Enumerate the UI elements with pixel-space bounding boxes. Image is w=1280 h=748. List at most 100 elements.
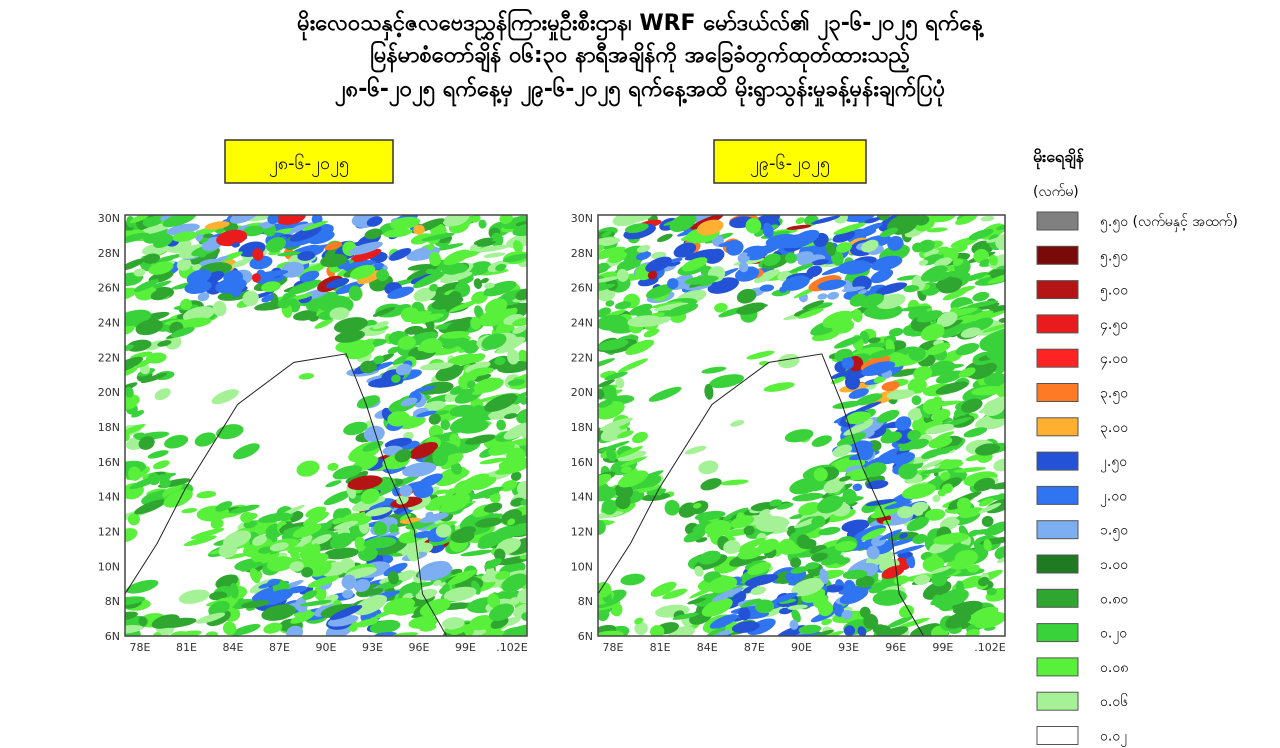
rain-patch [911,501,929,513]
rain-patch [854,222,883,237]
rain-patch [389,216,421,230]
rain-patch [832,400,863,409]
rain-patch [985,420,1005,430]
rain-patch [821,618,833,626]
rain-patch [955,342,980,356]
rain-patch [971,386,1005,396]
rain-patch [413,271,446,289]
rain-patch [605,427,621,436]
rain-patch [916,310,943,323]
rain-patch [931,553,942,568]
rain-patch [907,429,921,441]
rain-patch [231,258,251,268]
map: 30N 28N 26N 24N 22N 20N 18N 16N 14N 12N 10N 8N 6N 78E… [571,212,1006,654]
rain-patch [825,241,836,257]
rain-patch [737,252,750,264]
rain-patch [464,361,491,373]
y-tick-label: 28N [98,247,120,260]
rain-patch [787,604,808,610]
rain-patch [763,382,795,392]
rain-patch [475,517,503,528]
rain-patch [736,288,757,304]
rain-patch [619,215,653,223]
rain-patch [708,576,738,593]
rain-patch [687,597,706,605]
rain-patch [927,342,951,355]
rain-patch [706,626,726,636]
rain-patch [430,252,442,266]
y-tick-label: 12N [571,526,593,539]
legend-swatch [1036,554,1079,574]
rain-patch [762,222,774,239]
y-tick-label: 24N [98,317,120,330]
rain-patch [471,486,504,499]
rain-patch [231,623,261,636]
rain-patch [183,535,217,547]
rain-patch [163,489,193,508]
y-tick-label: 30N [98,212,120,225]
rain-patch [289,561,304,572]
rain-patch [425,268,435,274]
rain-patch [680,233,698,241]
rain-patch [742,585,758,594]
rain-patch [362,440,384,452]
rain-patch [936,311,958,327]
rain-patch [823,477,846,494]
rain-patch [125,579,159,594]
legend-unit: (လက်မ) [1033,184,1079,200]
rain-patch [668,257,683,263]
rain-patch [701,598,733,617]
rain-patch [478,310,509,327]
rain-patch [844,374,861,390]
rain-patch [993,458,1005,472]
rain-patch [620,456,647,468]
rain-patch [608,251,627,264]
rain-patch [614,301,632,310]
rain-patch [662,588,688,600]
rain-patch [986,234,1005,243]
rain-patch [320,253,348,268]
legend-label: ၃.၅၀ [1100,386,1128,404]
rain-patch [369,619,401,634]
rain-patch [290,224,307,233]
rain-patch [798,624,822,634]
legend-swatch [1036,520,1079,540]
rain-patch [150,288,171,301]
rain-patch [254,270,289,279]
rain-patch [911,395,922,406]
rain-patch [333,520,358,530]
rain-patch [817,495,844,514]
rain-patch [520,499,527,506]
rain-patch [229,583,239,599]
rain-patch [801,482,824,490]
rain-patch [790,557,802,568]
rain-patch [333,317,368,334]
rain-patch [836,432,867,447]
rain-patch [888,327,904,337]
rain-patch [926,227,948,233]
rain-patch [600,384,617,400]
rain-patch [866,550,894,566]
rain-patch [855,575,875,588]
rain-patch [634,621,648,635]
rain-patch [512,317,527,327]
rain-patch [933,532,969,545]
legend-label: ၀.၂၀ [1100,626,1127,644]
rain-patch [372,262,384,270]
legend-swatch [1036,726,1079,745]
rain-patch [205,631,218,636]
rain-patch [292,523,322,538]
rain-patch [470,316,482,330]
rain-patch [441,617,465,630]
rain-patch [848,388,869,399]
rain-patch [811,259,829,266]
rain-patch [230,504,260,514]
rain-patch [519,395,527,405]
rain-patch [483,280,517,297]
rain-patch [781,275,810,291]
rain-patch [819,568,829,584]
rain-patch [980,215,995,222]
rain-patch [778,538,796,555]
